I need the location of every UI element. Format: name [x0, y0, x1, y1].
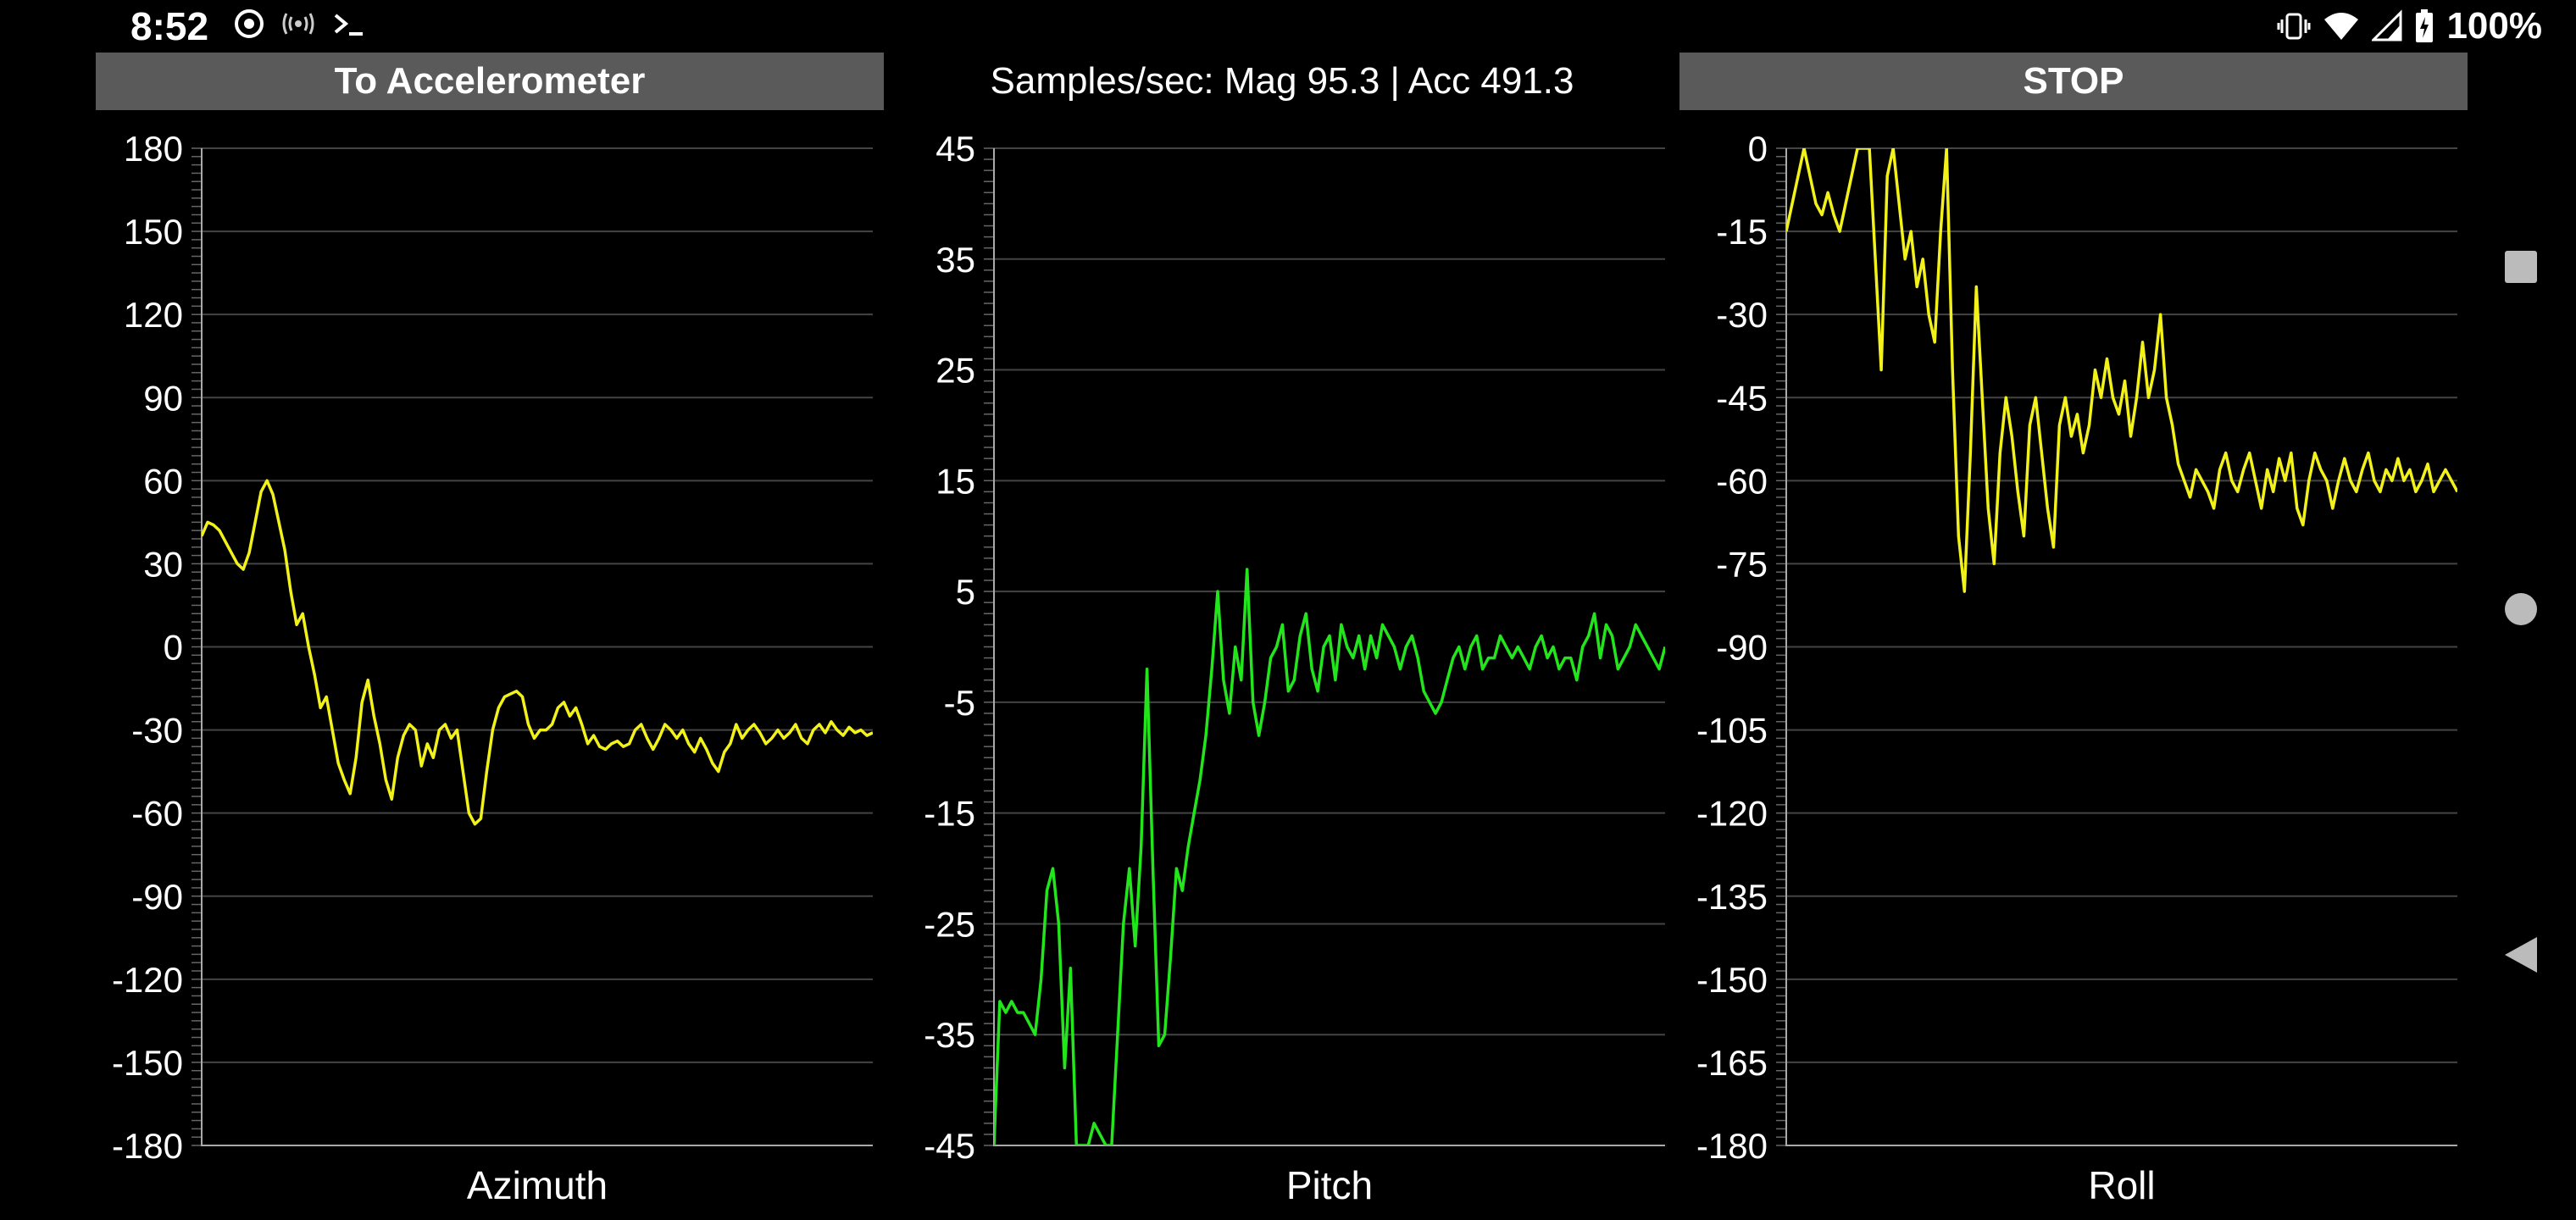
axis-lines: [201, 148, 873, 1146]
y-tick-label: -165: [1696, 1043, 1768, 1083]
y-tick-label: -5: [944, 683, 975, 723]
y-tick-label: -120: [1696, 794, 1768, 834]
x-axis-label: Pitch: [1286, 1163, 1373, 1207]
y-tick-label: -45: [924, 1126, 975, 1166]
azimuth-chart: 180 150 120 90 60 30 0 -30 -60 -90 -120 -150 -180 Azi…: [112, 129, 873, 1207]
series-line: [202, 479, 873, 826]
home-circle-icon[interactable]: [2503, 591, 2539, 627]
y-tick-label: 35: [935, 240, 975, 280]
status-icons-left: [234, 8, 366, 39]
y-tick-label: 180: [124, 129, 183, 169]
y-tick-label: -135: [1696, 877, 1768, 917]
signal-icon: [2372, 9, 2402, 42]
y-tick-label: -180: [112, 1126, 183, 1166]
axis-lines: [993, 148, 1665, 1146]
status-icons-right: 100%: [2277, 5, 2542, 47]
status-time: 8:52: [130, 4, 209, 48]
samples-per-sec-label: Samples/sec: Mag 95.3 | Acc 491.3: [990, 60, 1574, 102]
y-tick-label: -90: [1716, 628, 1768, 668]
y-tick-label: -90: [131, 877, 183, 917]
status-bar: 8:52 100%: [0, 0, 2576, 54]
y-tick-label: 60: [143, 461, 183, 501]
terminal-icon: [334, 14, 363, 36]
x-axis-label: Roll: [2088, 1163, 2155, 1207]
y-tick-label: 0: [164, 628, 183, 668]
y-tick-label: 0: [1748, 129, 1768, 169]
series-line: [994, 568, 1665, 1145]
stop-button[interactable]: STOP: [1679, 53, 2468, 110]
y-tick-label: -45: [1716, 378, 1768, 418]
y-tick-label: -35: [924, 1015, 975, 1055]
y-tick-label: -180: [1696, 1126, 1768, 1166]
x-axis-label: Azimuth: [467, 1163, 608, 1207]
y-tick-label: 120: [124, 295, 183, 335]
recents-square-icon[interactable]: [2503, 249, 2539, 285]
y-tick-label: -30: [131, 711, 183, 751]
roll-chart: 0 -15 -30 -45 -60 -75 -90 -105 -120 -135 -150 -165 -…: [1696, 129, 2457, 1207]
y-tick-label: -75: [1716, 544, 1768, 584]
navigation-bar: [2474, 54, 2576, 1220]
series-line: [1786, 148, 2457, 593]
wifi-icon: [2324, 13, 2359, 40]
back-triangle-icon[interactable]: [2503, 935, 2539, 974]
y-tick-label: -25: [924, 904, 975, 944]
battery-percent: 100%: [2446, 5, 2542, 47]
y-tick-label: -120: [112, 960, 183, 1000]
y-tick-label: -30: [1716, 295, 1768, 335]
y-tick-label: 5: [956, 572, 975, 612]
vibrate-icon: [2277, 13, 2311, 40]
antenna-icon: [282, 13, 314, 35]
y-tick-label: -105: [1696, 711, 1768, 751]
axis-lines: [1785, 148, 2457, 1146]
y-tick-label: 25: [935, 351, 975, 391]
y-tick-label: 150: [124, 212, 183, 252]
pitch-chart: 45 35 25 15 5 -5 -15 -25 -35 -45 Pitch: [924, 129, 1665, 1207]
y-tick-label: -150: [1696, 960, 1768, 1000]
y-tick-label: 15: [935, 461, 975, 501]
battery-charging-icon: [2416, 9, 2434, 42]
media-play-icon: [235, 9, 264, 38]
y-tick-label: -15: [924, 794, 975, 834]
y-tick-label: -150: [112, 1043, 183, 1083]
y-tick-label: -60: [1716, 461, 1768, 501]
to-accelerometer-button[interactable]: To Accelerometer: [96, 53, 884, 110]
y-tick-label: -60: [131, 794, 183, 834]
y-tick-label: 45: [935, 129, 975, 169]
y-tick-label: -15: [1716, 212, 1768, 252]
y-tick-label: 90: [143, 378, 183, 418]
y-tick-label: 30: [143, 544, 183, 584]
